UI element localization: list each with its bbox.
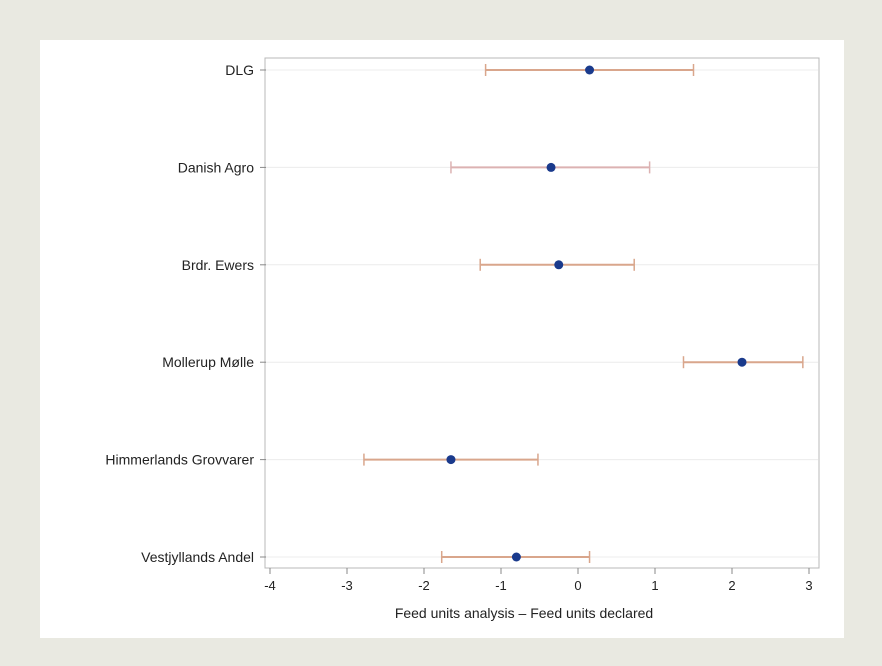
- estimate-point: [446, 455, 456, 465]
- forest-plot: DLG Danish Agro Brdr. Ewers Mollerup Mølle H…: [105, 57, 820, 621]
- estimate-point: [737, 357, 747, 367]
- x-tick-label: -4: [264, 578, 276, 593]
- x-tick-label: 3: [805, 578, 812, 593]
- estimate-points: [446, 65, 747, 562]
- x-tick-label: 0: [574, 578, 581, 593]
- category-label: Mollerup Mølle: [162, 354, 254, 370]
- category-label: DLG: [225, 62, 254, 78]
- category-labels: DLG Danish Agro Brdr. Ewers Mollerup Mølle H…: [105, 62, 266, 565]
- x-tick-label: -3: [341, 578, 353, 593]
- x-tick-label: -1: [495, 578, 507, 593]
- chart-panel: DLG Danish Agro Brdr. Ewers Mollerup Mølle H…: [40, 40, 844, 638]
- category-label: Vestjyllands Andel: [141, 549, 254, 565]
- x-tick-label: 1: [651, 578, 658, 593]
- plot-area: [264, 57, 820, 569]
- category-label: Brdr. Ewers: [182, 257, 254, 273]
- x-tick-label: 2: [728, 578, 735, 593]
- category-label: Danish Agro: [178, 159, 254, 175]
- category-label: Himmerlands Grovvarer: [105, 452, 254, 468]
- x-axis-label: Feed units analysis – Feed units declare…: [395, 605, 653, 621]
- estimate-point: [585, 65, 595, 75]
- estimate-point: [554, 260, 564, 270]
- x-axis-ticks: -4 -3 -2 -1 0 1 2 3: [264, 568, 813, 593]
- estimate-point: [511, 552, 521, 562]
- x-tick-label: -2: [418, 578, 430, 593]
- estimate-point: [546, 162, 556, 172]
